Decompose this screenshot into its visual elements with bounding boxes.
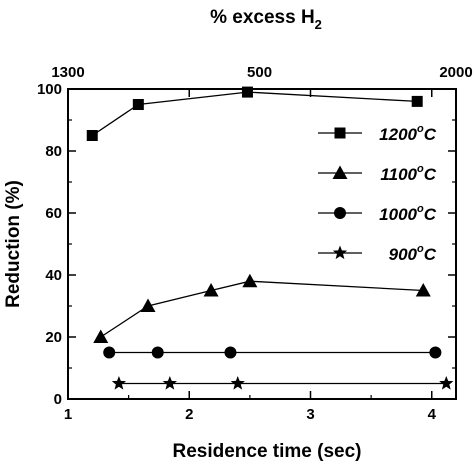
- legend-label: 1200oC: [379, 123, 437, 144]
- data-point-1000: [224, 346, 237, 359]
- data-point-900: [439, 376, 454, 390]
- data-point-1000: [151, 346, 164, 359]
- data-point-1000: [103, 346, 116, 359]
- data-point-900: [111, 376, 127, 390]
- y-tick-label: 0: [54, 391, 62, 408]
- x-axis-title: Residence time (sec): [172, 441, 361, 462]
- data-point-1100: [242, 273, 258, 288]
- top-tick-label: 2000: [439, 64, 472, 81]
- x-tick-label: 1: [64, 406, 72, 423]
- x-tick-label: 3: [306, 406, 314, 423]
- y-axis-title: Reduction (%): [3, 180, 24, 308]
- y-tick-label: 80: [45, 143, 62, 160]
- data-point-1100: [203, 283, 219, 297]
- data-point-900: [230, 376, 245, 390]
- y-tick-label: 60: [45, 205, 62, 222]
- x-tick-label: 2: [185, 406, 193, 423]
- x-tick-label: 4: [428, 406, 437, 423]
- legend-marker: [334, 207, 346, 219]
- data-point-1200: [86, 130, 98, 141]
- legend-marker: [332, 245, 348, 260]
- legend-marker: [332, 165, 348, 179]
- y-tick-label: 100: [37, 81, 62, 98]
- data-point-1200: [241, 86, 253, 98]
- legend-label: 1100oC: [380, 163, 436, 184]
- legend-label: 900oC: [389, 243, 437, 264]
- series-line-1200: [91, 91, 418, 137]
- y-tick-label: 20: [45, 329, 62, 346]
- data-point-1100: [93, 329, 109, 343]
- top-axis-title: % excess H2: [210, 7, 322, 32]
- y-tick-label: 40: [45, 267, 62, 284]
- data-point-1200: [132, 99, 144, 110]
- data-point-900: [162, 376, 177, 390]
- top-tick-label: 500: [247, 64, 272, 81]
- top-axis-title-subscript: 2: [315, 17, 322, 32]
- data-point-1100: [415, 283, 431, 297]
- top-tick-label: 1300: [51, 64, 84, 81]
- legend-label: 1000oC: [379, 203, 437, 224]
- legend-marker: [334, 127, 346, 139]
- data-point-1000: [429, 346, 442, 359]
- data-point-1200: [411, 95, 423, 107]
- data-point-1100: [140, 298, 156, 312]
